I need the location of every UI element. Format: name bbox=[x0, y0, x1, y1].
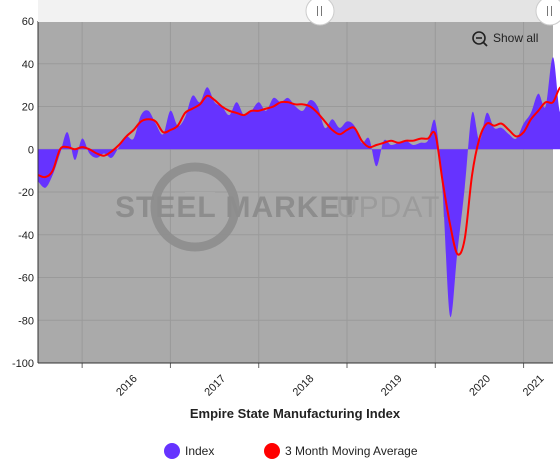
series-layer bbox=[37, 57, 560, 318]
scroll-handle-icon bbox=[547, 6, 552, 16]
y-tick-label: -80 bbox=[18, 315, 34, 327]
scroll-handle-icon bbox=[317, 6, 322, 16]
watermark-brand-text: STEEL MARKET bbox=[115, 191, 360, 224]
legend-swatch bbox=[264, 443, 280, 459]
y-tick-label: 0 bbox=[28, 144, 34, 156]
y-tick-label: -40 bbox=[18, 230, 34, 242]
watermark-ring bbox=[150, 162, 240, 252]
legend-item[interactable]: 3 Month Moving Average bbox=[264, 443, 418, 459]
navigator-handle-right[interactable] bbox=[535, 0, 560, 26]
x-tick-label: 2018 bbox=[291, 373, 317, 399]
chart-title: Empire State Manufacturing Index bbox=[190, 406, 401, 421]
watermark-logo: STEEL MARKET UPDATE bbox=[115, 162, 461, 252]
watermark-ring-mask bbox=[185, 192, 215, 216]
x-tick-label: 2020 bbox=[467, 373, 493, 399]
navigator-handle-left[interactable] bbox=[305, 0, 335, 26]
legend-label: 3 Month Moving Average bbox=[285, 444, 418, 458]
y-tick-label: 20 bbox=[22, 102, 34, 114]
x-tick-label: 2017 bbox=[202, 373, 228, 399]
navigator-selected-range[interactable] bbox=[320, 0, 550, 22]
x-tick-label: 2016 bbox=[114, 373, 140, 399]
y-tick-label: -20 bbox=[18, 187, 34, 199]
series-moving-average-line bbox=[37, 86, 560, 256]
legend: Index 3 Month Moving Average bbox=[164, 443, 418, 459]
x-tick-label: 2019 bbox=[379, 373, 405, 399]
legend-label: Index bbox=[185, 444, 214, 458]
legend-item[interactable]: Index bbox=[164, 443, 214, 459]
y-tick-label: 60 bbox=[22, 16, 34, 28]
zoom-out-icon bbox=[472, 31, 488, 47]
watermark-brand-light-text: UPDATE bbox=[336, 191, 461, 224]
series-index-area bbox=[38, 57, 560, 318]
x-tick-label: 2021 bbox=[521, 373, 547, 399]
y-tick-label: -60 bbox=[18, 273, 34, 285]
legend-swatch bbox=[164, 443, 180, 459]
y-tick-label: 40 bbox=[22, 59, 34, 71]
show-all-label: Show all bbox=[493, 31, 538, 45]
show-all-button[interactable]: Show all bbox=[466, 28, 546, 50]
y-tick-label: -100 bbox=[12, 358, 34, 370]
